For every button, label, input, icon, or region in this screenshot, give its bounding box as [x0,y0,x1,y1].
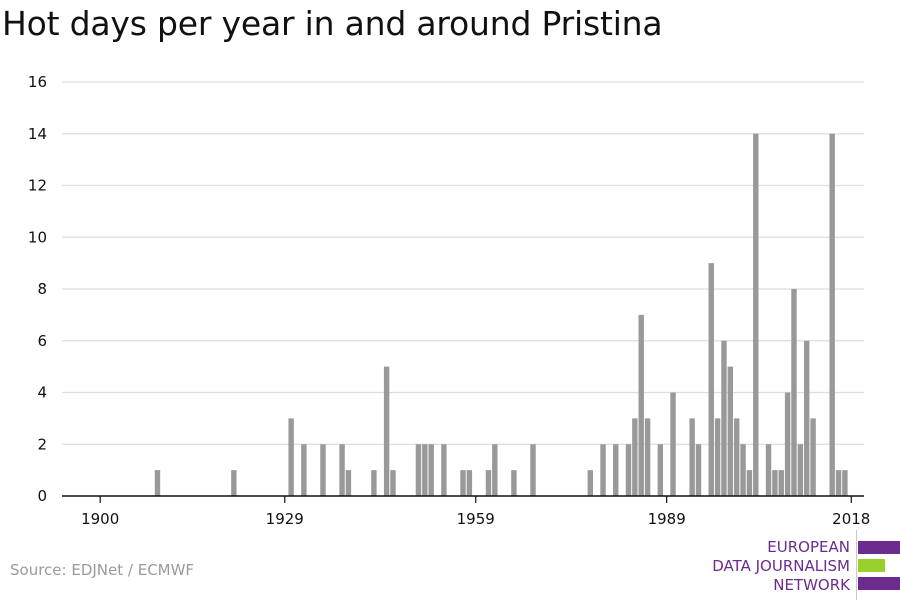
y-tick-label: 10 [28,228,47,246]
bar [695,444,702,496]
bar [727,366,734,496]
bar [428,444,434,496]
bar [587,470,594,496]
bar [778,470,784,496]
bar [708,263,714,496]
bar [231,470,237,496]
bar [339,444,345,496]
bar [740,444,746,496]
bar [390,470,396,496]
chart-title: Hot days per year in and around Pristina [2,4,663,43]
logo-divider [856,530,857,600]
bar [721,340,727,496]
logo-text-line2: DATA JOURNALISM [712,557,850,575]
bar [625,444,632,496]
bar [784,392,791,496]
bar [485,470,492,496]
bar [753,133,759,496]
bar [689,418,695,496]
bar [530,444,536,496]
bar [714,418,721,496]
y-tick-label: 6 [37,332,47,350]
bar [422,444,428,496]
bar [797,444,804,496]
bar [154,470,161,496]
bar [613,444,619,496]
bar [345,470,352,496]
y-tick-label: 0 [37,487,47,505]
y-tick-label: 16 [28,73,47,91]
bar [670,392,676,496]
bar [657,444,664,496]
bar [746,470,753,496]
x-tick-label: 1929 [266,510,304,528]
bar [765,444,772,496]
bar [600,444,606,496]
x-tick-label: 1900 [81,510,119,528]
y-tick-label: 14 [28,125,47,143]
source-note: Source: EDJNet / ECMWF [10,561,195,579]
x-tick-label: 2018 [832,510,870,528]
logo-bar-purple-top [858,541,900,554]
logo-text-line1: EUROPEAN [767,538,850,556]
bar [829,133,835,496]
logo-text-line3: NETWORK [773,576,850,594]
bar [460,470,466,496]
bar [320,444,326,496]
bar [772,470,778,496]
bar [383,366,390,496]
bar [791,289,797,496]
bar [288,418,294,496]
x-tick-label: 1959 [457,510,495,528]
bar [835,470,842,496]
bar [638,314,644,496]
logo-bar-purple-bottom [858,577,900,590]
bar [492,444,498,496]
bar [810,418,816,496]
bar [842,470,848,496]
x-tick-label: 1989 [648,510,686,528]
bar [371,470,377,496]
bar [441,444,447,496]
bar [511,470,517,496]
bar [804,340,810,496]
bar [644,418,651,496]
bar [632,418,638,496]
bar [415,444,422,496]
y-tick-label: 8 [37,280,47,298]
bar [733,418,740,496]
y-tick-label: 2 [37,435,47,453]
y-tick-label: 4 [37,384,47,402]
bar [466,470,473,496]
logo-bar-green [858,559,885,572]
bar-chart: 0 2 4 6 8 10 12 14 16 1900 1929 1959 1989 2018 [28,73,870,528]
bar [301,444,307,496]
y-tick-label: 12 [28,177,47,195]
edjnet-logo: EUROPEAN DATA JOURNALISM NETWORK [700,530,900,600]
